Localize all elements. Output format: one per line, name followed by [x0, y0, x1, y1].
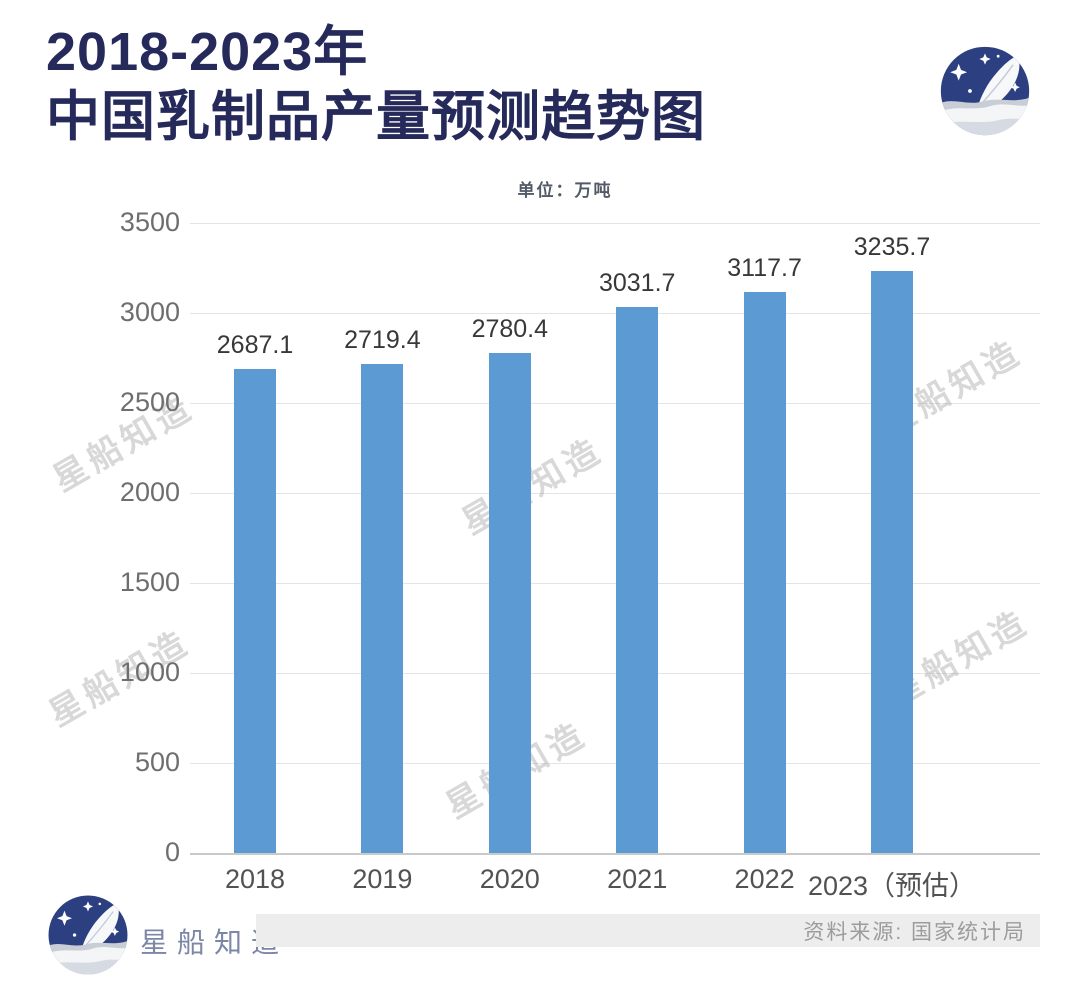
x-tick-label-4: 2022 — [734, 864, 795, 894]
bar-value-label-2: 2780.4 — [471, 314, 549, 343]
source-text: 资料来源: 国家统计局 — [803, 920, 1026, 944]
y-tick-label-3000: 3000 — [119, 297, 180, 327]
gridline-1000 — [190, 673, 1040, 674]
footer-brand-logo-icon — [46, 893, 130, 977]
chart-title-line-1: 2018-2023年 — [46, 22, 369, 82]
y-tick-label-1500: 1500 — [119, 567, 180, 597]
bar-1 — [361, 363, 404, 853]
footer-brand-name: 星船知造 — [140, 927, 289, 958]
y-tick-label-2000: 2000 — [119, 477, 180, 507]
chart-title: 2018-2023年 中国乳制品产量预测趋势图 — [46, 20, 706, 150]
gridline-3000 — [190, 313, 1040, 314]
source-bar: 资料来源: 国家统计局 — [256, 914, 1040, 947]
bar-3 — [616, 307, 659, 853]
chart-title-line-2: 中国乳制品产量预测趋势图 — [46, 87, 706, 147]
x-tick-label-5: 2023（预估） — [807, 871, 977, 901]
bar-0 — [234, 369, 276, 853]
bar-value-label-1: 2719.4 — [344, 325, 421, 354]
y-tick-label-0: 0 — [164, 837, 180, 867]
x-tick-label-2: 2020 — [479, 864, 540, 894]
bar-2 — [488, 352, 531, 853]
unit-label: 单位：万吨 — [517, 181, 613, 200]
gridline-500 — [190, 763, 1040, 764]
x-tick-label-0: 2018 — [224, 864, 286, 894]
y-tick-label-3500: 3500 — [119, 207, 180, 237]
bar-value-label-4: 3117.7 — [727, 253, 802, 282]
bar-4 — [743, 291, 786, 853]
bar-value-label-0: 2687.1 — [216, 331, 294, 360]
bar-5 — [871, 270, 913, 853]
y-tick-label-2500: 2500 — [119, 387, 180, 417]
gridline-3500 — [190, 223, 1040, 224]
gridline-2500 — [190, 403, 1040, 404]
x-tick-label-3: 2021 — [607, 864, 668, 894]
watermark-text-1: 星船知造 — [455, 431, 610, 542]
bar-value-label-5: 3235.7 — [853, 232, 931, 261]
y-tick-label-1000: 1000 — [119, 657, 180, 687]
x-axis-line — [190, 853, 1040, 855]
y-tick-label-500: 500 — [134, 747, 180, 777]
brand-logo-icon — [938, 44, 1032, 138]
bar-value-label-3: 3031.7 — [598, 269, 676, 298]
gridline-2000 — [190, 493, 1040, 494]
x-tick-label-1: 2019 — [352, 864, 413, 894]
gridline-1500 — [190, 583, 1040, 584]
